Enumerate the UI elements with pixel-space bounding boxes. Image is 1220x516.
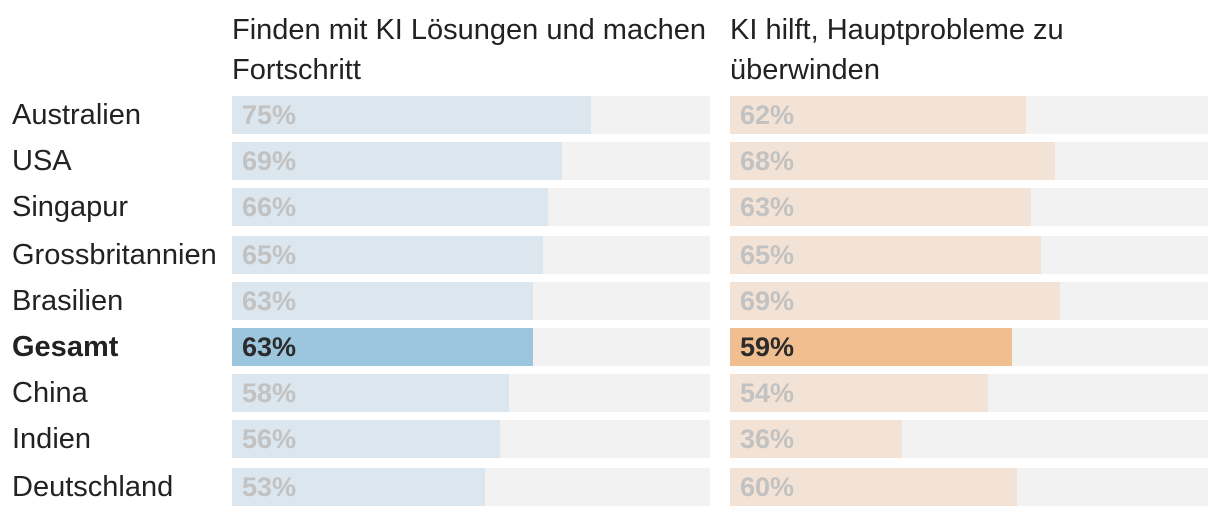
value-label: 65% bbox=[740, 240, 795, 270]
bar-0-singapur bbox=[232, 188, 548, 226]
bar-1-usa bbox=[730, 142, 1055, 180]
value-label: 60% bbox=[740, 472, 795, 502]
value-label: 56% bbox=[242, 424, 297, 454]
bar-0-grossbritannien bbox=[232, 236, 543, 274]
bar-track: 63% bbox=[232, 328, 710, 366]
series-title-problems: KI hilft, Hauptprobleme zu überwinden bbox=[730, 14, 1064, 86]
category-label-singapur: Singapur bbox=[12, 191, 129, 223]
bar-track: 65% bbox=[232, 236, 710, 274]
bar-1-brasilien bbox=[730, 282, 1060, 320]
bar-track: 65% bbox=[730, 236, 1208, 274]
value-label: 68% bbox=[740, 146, 795, 176]
bar-track: 53% bbox=[232, 468, 710, 506]
bar-1-gesamt bbox=[730, 328, 1012, 366]
category-label-china: China bbox=[12, 377, 88, 409]
bar-0-australien bbox=[232, 96, 591, 134]
value-label: 66% bbox=[242, 192, 297, 222]
category-label-indien: Indien bbox=[12, 423, 92, 455]
bar-track: 69% bbox=[232, 142, 710, 180]
value-label: 59% bbox=[740, 332, 795, 362]
value-label: 69% bbox=[242, 146, 297, 176]
value-label: 62% bbox=[740, 100, 795, 130]
value-label: 63% bbox=[242, 286, 297, 316]
bar-track: 63% bbox=[232, 282, 710, 320]
bar-track: 68% bbox=[730, 142, 1208, 180]
bar-0-gesamt bbox=[232, 328, 534, 366]
value-label: 75% bbox=[242, 100, 297, 130]
category-label-deutschland: Deutschland bbox=[12, 471, 174, 503]
category-label-grossbritannien: Grossbritannien bbox=[12, 239, 217, 271]
bar-1-china bbox=[730, 374, 989, 412]
bar-0-indien bbox=[232, 420, 500, 458]
bar-track: 59% bbox=[730, 328, 1208, 366]
bar-track: 69% bbox=[730, 282, 1208, 320]
category-label-brasilien: Brasilien bbox=[12, 285, 124, 317]
category-label-australien: Australien bbox=[12, 99, 141, 131]
value-label: 54% bbox=[740, 378, 795, 408]
bar-1-singapur bbox=[730, 188, 1032, 226]
bar-0-deutschland bbox=[232, 468, 486, 506]
bar-1-indien bbox=[730, 420, 903, 458]
category-label-gesamt: Gesamt bbox=[12, 331, 119, 363]
bar-track: 66% bbox=[232, 188, 710, 226]
bar-0-usa bbox=[232, 142, 562, 180]
bar-1-grossbritannien bbox=[730, 236, 1041, 274]
bar-track: 54% bbox=[730, 374, 1208, 412]
series-title-solutions: Finden mit KI Lösungen und machen Fortsc… bbox=[232, 14, 706, 86]
bar-track: 62% bbox=[730, 96, 1208, 134]
bar-track: 75% bbox=[232, 96, 710, 134]
value-label: 69% bbox=[740, 286, 795, 316]
bar-track: 58% bbox=[232, 374, 710, 412]
bar-track: 63% bbox=[730, 188, 1208, 226]
bar-track: 56% bbox=[232, 420, 710, 458]
bar-track: 60% bbox=[730, 468, 1208, 506]
value-label: 63% bbox=[740, 192, 795, 222]
value-label: 63% bbox=[242, 332, 297, 362]
bar-track: 36% bbox=[730, 420, 1208, 458]
value-label: 53% bbox=[242, 472, 297, 502]
bar-1-australien bbox=[730, 96, 1027, 134]
value-label: 36% bbox=[740, 424, 795, 454]
value-label: 58% bbox=[242, 378, 297, 408]
bar-1-deutschland bbox=[730, 468, 1017, 506]
category-label-usa: USA bbox=[12, 145, 72, 177]
value-label: 65% bbox=[242, 240, 297, 270]
bar-0-brasilien bbox=[232, 282, 534, 320]
bar-0-china bbox=[232, 374, 510, 412]
